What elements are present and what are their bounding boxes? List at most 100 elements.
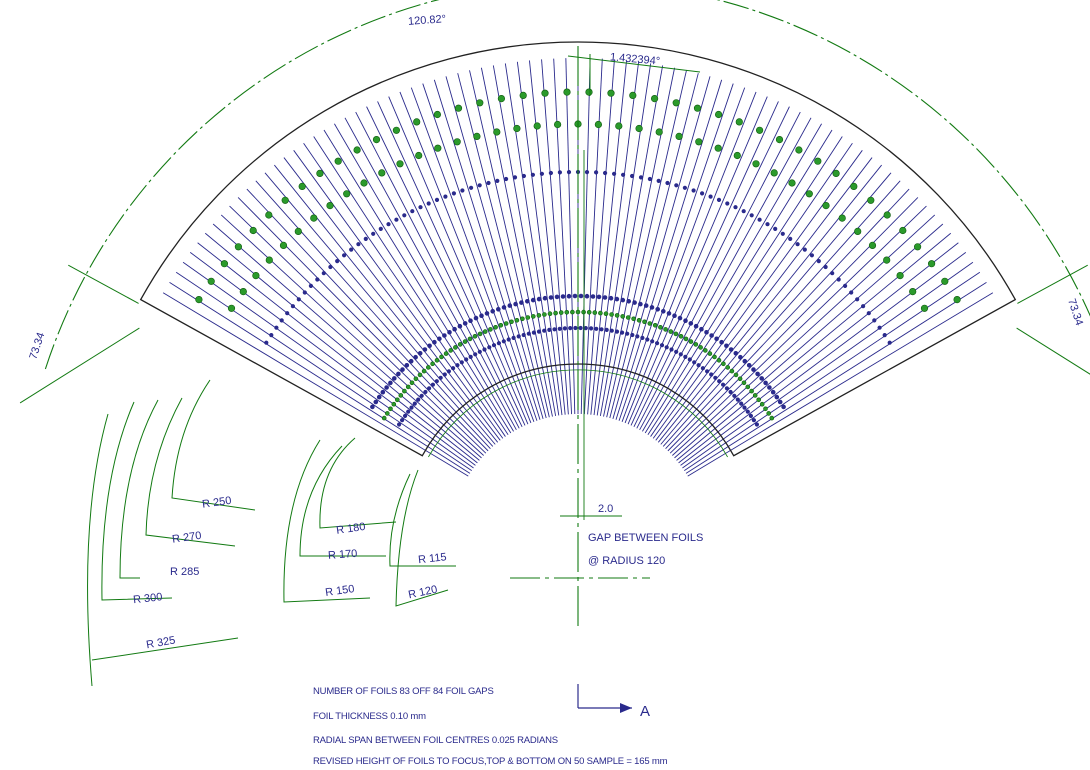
blue-marker-dot — [669, 347, 674, 352]
foil-line — [685, 282, 987, 474]
blue-marker-dot — [512, 175, 518, 180]
foil-line — [313, 136, 509, 436]
blue-marker-dot — [442, 333, 447, 338]
green-marker-dot — [415, 151, 423, 160]
blue-marker-dot — [507, 303, 513, 308]
blue-marker-dot — [724, 386, 730, 391]
blue-marker-dot — [836, 277, 841, 282]
green-marker-dot — [788, 179, 796, 187]
blue-marker-dot — [452, 326, 457, 332]
foil-line — [647, 136, 843, 436]
blue-marker-dot — [866, 311, 871, 316]
foil-line — [355, 111, 520, 429]
blue-marker-dot — [751, 367, 756, 372]
blue-marker-dot — [409, 405, 414, 410]
foil-line — [529, 60, 566, 415]
blue-marker-dot — [416, 397, 421, 402]
blue-marker-dot — [562, 326, 568, 331]
green-marker-dot — [334, 157, 342, 165]
blue-marker-dot — [728, 389, 733, 395]
blue-marker-dot — [437, 336, 442, 342]
blue-marker-dot — [714, 336, 719, 342]
blue-marker-dot — [788, 236, 793, 241]
foil-line — [445, 76, 544, 419]
blue-marker-dot — [696, 363, 701, 368]
blue-marker-dot — [716, 197, 722, 202]
radius-label-115: R 115 — [418, 551, 448, 566]
green-marker-dot — [603, 311, 609, 317]
blue-marker-dot — [417, 350, 423, 356]
collimator-body-outline — [139, 41, 1017, 457]
green-marker-dot — [417, 372, 423, 378]
blue-marker-dot — [496, 341, 502, 346]
green-marker-dot — [473, 132, 481, 140]
green-marker-dot — [448, 348, 454, 353]
blue-marker-dot — [620, 297, 626, 303]
left-end-length-label: 73.34 — [27, 331, 47, 361]
foil-line — [283, 157, 501, 441]
foil-line — [220, 214, 484, 456]
blue-marker-dot — [709, 372, 714, 377]
blue-marker-dot — [536, 296, 542, 302]
blue-marker-dot — [742, 358, 748, 364]
green-marker-dot — [353, 146, 361, 154]
green-marker-dot — [433, 110, 442, 119]
foil-line — [639, 117, 812, 431]
blue-marker-dot — [566, 293, 572, 299]
green-marker-dot — [536, 313, 542, 318]
blue-marker-dot — [328, 264, 333, 270]
foil-line — [264, 172, 496, 445]
blue-marker-dot — [552, 327, 557, 332]
note-revised-height: REVISED HEIGHT OF FOILS TO FOCUS,TOP & B… — [313, 756, 668, 767]
blue-marker-dot — [770, 389, 776, 395]
foil-line — [674, 223, 944, 459]
foil-line — [580, 58, 591, 415]
green-marker-dot — [716, 357, 722, 363]
blue-marker-dot — [491, 343, 497, 348]
green-marker-dot — [384, 411, 390, 416]
foil-line — [627, 96, 768, 425]
blue-marker-dot — [665, 180, 670, 186]
green-marker-dot — [854, 227, 862, 235]
green-marker-dot — [805, 190, 813, 198]
blue-marker-dot — [406, 409, 411, 414]
blue-marker-dot — [593, 170, 599, 175]
green-marker-dot — [927, 260, 936, 268]
green-marker-dot — [609, 312, 614, 317]
green-marker-dot — [265, 256, 273, 264]
green-marker-dot — [735, 118, 743, 126]
green-marker-dot — [814, 157, 822, 165]
radius-leader-170 — [299, 445, 386, 557]
green-marker-dot — [454, 104, 463, 112]
foil-line — [667, 197, 919, 452]
blue-marker-dot — [462, 321, 468, 326]
green-marker-dot — [234, 243, 242, 251]
foil-line — [678, 242, 959, 464]
blue-marker-dot — [584, 170, 590, 175]
blue-marker-dot — [526, 331, 531, 336]
blue-marker-dot — [542, 328, 547, 333]
foil-line — [255, 180, 494, 447]
blue-marker-dot — [404, 362, 410, 368]
blue-marker-dot — [656, 178, 661, 183]
foil-line — [590, 60, 627, 415]
radius-label-270: R 270 — [171, 530, 202, 546]
blue-marker-dot — [495, 178, 500, 183]
green-marker-dot — [434, 144, 442, 152]
blue-marker-dot — [742, 405, 747, 410]
green-marker-dot — [614, 313, 620, 318]
blue-marker-dot — [773, 226, 778, 231]
blue-marker-dot — [438, 375, 443, 380]
blue-marker-dot — [643, 303, 649, 308]
foil-line — [603, 67, 676, 417]
blue-marker-dot — [588, 326, 594, 331]
blue-marker-dot — [757, 217, 762, 222]
green-marker-dot — [476, 99, 484, 107]
green-marker-dot — [391, 401, 397, 407]
green-marker-dot — [462, 339, 468, 344]
green-marker-dot — [850, 182, 858, 190]
blue-marker-dot — [638, 175, 644, 180]
green-marker-dot — [586, 309, 592, 315]
foil-line — [565, 58, 576, 415]
note-foil-count: NUMBER OF FOILS 83 OFF 84 FOIL GAPS — [313, 686, 494, 697]
